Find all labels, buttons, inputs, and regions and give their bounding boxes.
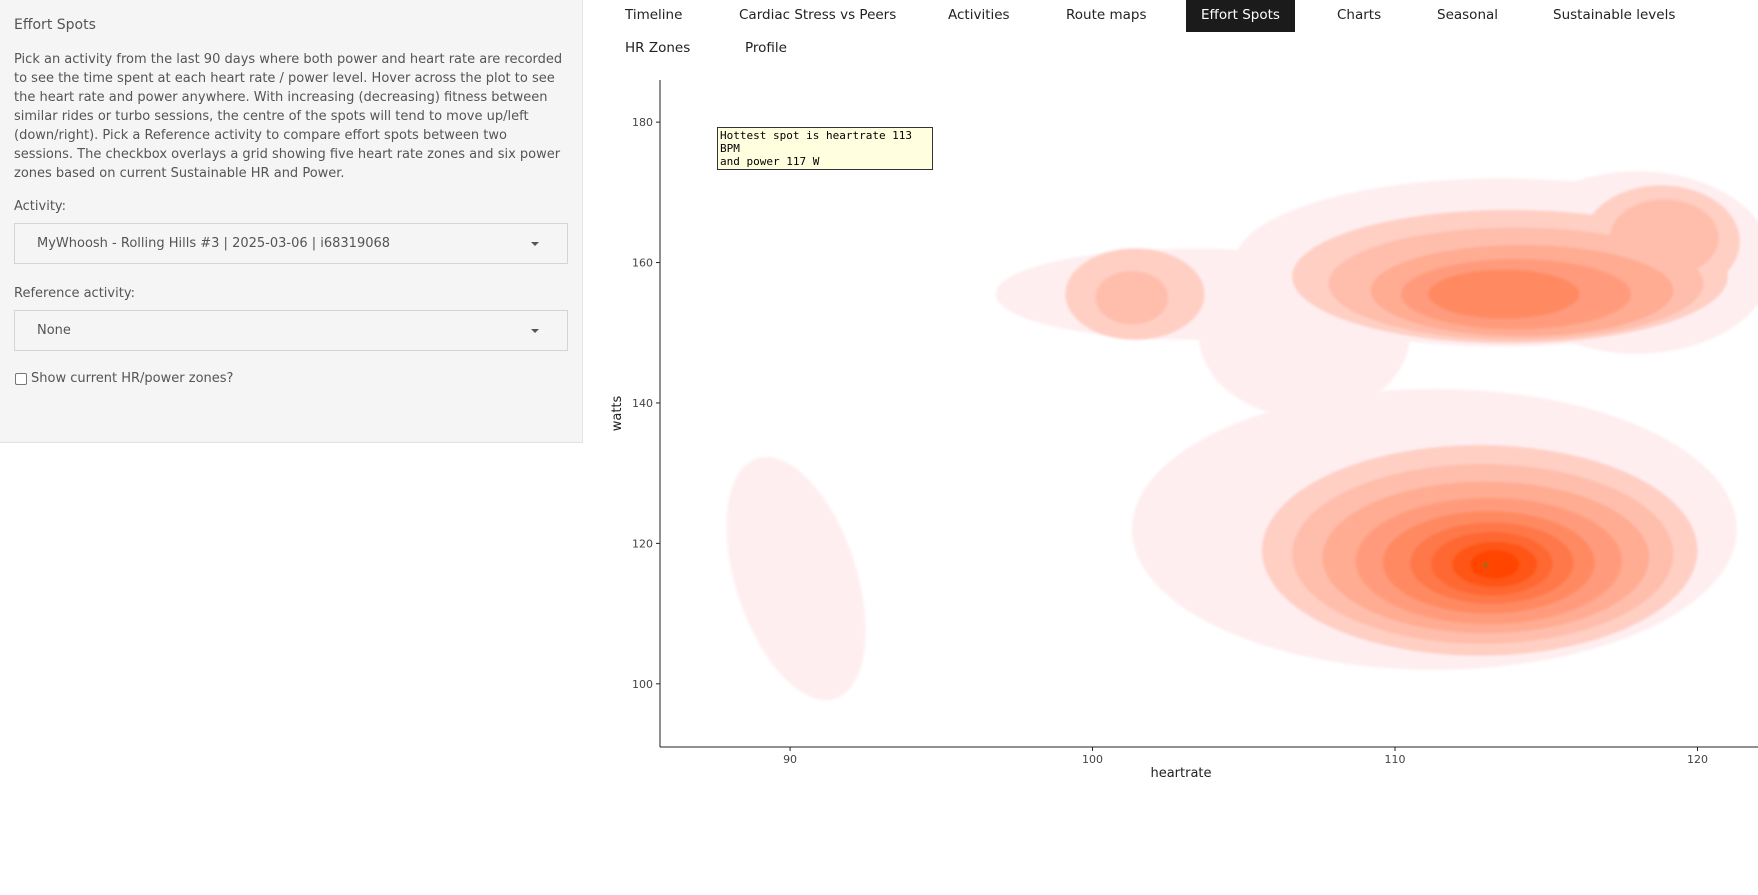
y-tick-label: 140 — [632, 397, 653, 410]
x-tick-label: 100 — [1082, 753, 1103, 766]
zones-checkbox-label: Show current HR/power zones? — [31, 371, 234, 386]
zones-checkbox-row[interactable]: Show current HR/power zones? — [14, 371, 568, 386]
zones-checkbox[interactable] — [15, 372, 27, 385]
density-contour-band — [1609, 199, 1719, 277]
density-chart-svg[interactable]: + 90 100 110 120 100 120 140 160 180 heartrate w… — [605, 75, 1758, 895]
reference-select-value: None — [37, 323, 71, 338]
density-contour-band — [726, 456, 866, 701]
y-tick-label: 180 — [632, 116, 653, 129]
density-contour-band — [1470, 550, 1520, 579]
tab-route-maps[interactable]: Route maps — [1066, 7, 1147, 23]
density-contours: + — [726, 171, 1758, 701]
tab-sustainable-levels[interactable]: Sustainable levels — [1553, 7, 1676, 23]
tab-seasonal[interactable]: Seasonal — [1437, 7, 1499, 23]
density-contour-band — [1428, 269, 1580, 319]
tooltip-line-2: and power 117 W — [720, 155, 820, 168]
y-axis-title: watts — [610, 395, 625, 431]
caret-down-icon — [531, 241, 539, 246]
hottest-spot-tooltip: Hottest spot is heartrate 113 BPM and po… — [717, 127, 933, 170]
panel-description: Pick an activity from the last 90 days w… — [14, 52, 563, 181]
tab-charts[interactable]: Charts — [1337, 7, 1382, 23]
x-axis-title: heartrate — [1150, 766, 1211, 781]
y-tick-label: 160 — [632, 257, 653, 270]
nav-tabs: Timeline Cardiac Stress vs Peers Activit… — [611, 0, 1758, 66]
y-tick-label: 120 — [632, 537, 653, 550]
activity-select[interactable]: MyWhoosh - Rolling Hills #3 | 2025-03-06… — [14, 223, 568, 264]
reference-activity-select[interactable]: None — [14, 310, 568, 351]
effort-spots-plot[interactable]: + 90 100 110 120 100 120 140 160 180 heartrate w… — [605, 75, 1758, 895]
chart-axes: 90 100 110 120 100 120 140 160 180 — [632, 80, 1758, 766]
tab-cardiac-stress[interactable]: Cardiac Stress vs Peers — [739, 7, 897, 23]
tab-timeline[interactable]: Timeline — [625, 7, 683, 23]
caret-down-icon — [531, 328, 539, 333]
tooltip-line-1: Hottest spot is heartrate 113 BPM — [720, 129, 913, 155]
tab-effort-spots[interactable]: Effort Spots — [1186, 0, 1295, 32]
hottest-spot-marker: + — [1481, 558, 1490, 571]
y-tick-label: 100 — [632, 678, 653, 691]
x-tick-label: 90 — [783, 753, 797, 766]
activity-label: Activity: — [14, 199, 67, 214]
tab-hr-zones[interactable]: HR Zones — [625, 40, 691, 56]
sidebar-panel: Effort Spots Pick an activity from the l… — [0, 0, 583, 443]
x-tick-label: 120 — [1687, 753, 1708, 766]
x-tick-label: 110 — [1385, 753, 1406, 766]
density-contour-band — [1095, 270, 1169, 325]
reference-activity-label: Reference activity: — [14, 286, 135, 301]
panel-title: Effort Spots — [14, 17, 96, 33]
activity-select-value: MyWhoosh - Rolling Hills #3 | 2025-03-06… — [37, 236, 391, 251]
tab-profile[interactable]: Profile — [745, 40, 787, 56]
tab-activities[interactable]: Activities — [948, 7, 1010, 23]
